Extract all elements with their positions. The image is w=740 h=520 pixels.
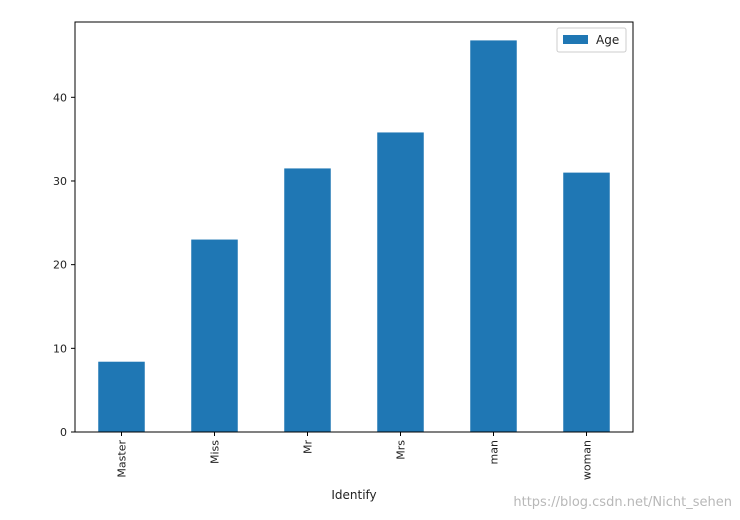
bar-master: [98, 361, 145, 432]
y-tick-label: 0: [60, 426, 67, 439]
y-tick-label: 40: [53, 91, 67, 104]
bar-man: [470, 40, 517, 432]
y-tick-label: 20: [53, 259, 67, 272]
y-tick-label: 10: [53, 342, 67, 355]
bar-mr: [284, 168, 331, 432]
x-tick-label: Miss: [209, 440, 222, 464]
legend-box: [556, 27, 627, 53]
watermark: https://blog.csdn.net/Nicht_sehen: [513, 495, 732, 510]
legend-label: Age: [596, 33, 619, 47]
x-tick-label: man: [488, 440, 501, 464]
bar-mrs: [377, 132, 424, 432]
x-axis-title: Identify: [331, 488, 376, 502]
x-tick-label: Mrs: [395, 440, 408, 460]
legend-swatch: [563, 35, 588, 44]
plot-area: [98, 40, 610, 432]
x-tick-label: Mr: [302, 440, 315, 454]
x-tick-label: Master: [116, 440, 129, 478]
plot-frame: [74, 21, 634, 433]
axes: Master Miss Mr Mrs man woman 0 10 20 30 40: [53, 21, 634, 480]
y-tick-label: 30: [53, 175, 67, 188]
bar-woman: [563, 172, 610, 432]
x-tick-label: woman: [581, 440, 594, 480]
bar-miss: [191, 239, 238, 432]
legend: Age: [556, 27, 627, 53]
